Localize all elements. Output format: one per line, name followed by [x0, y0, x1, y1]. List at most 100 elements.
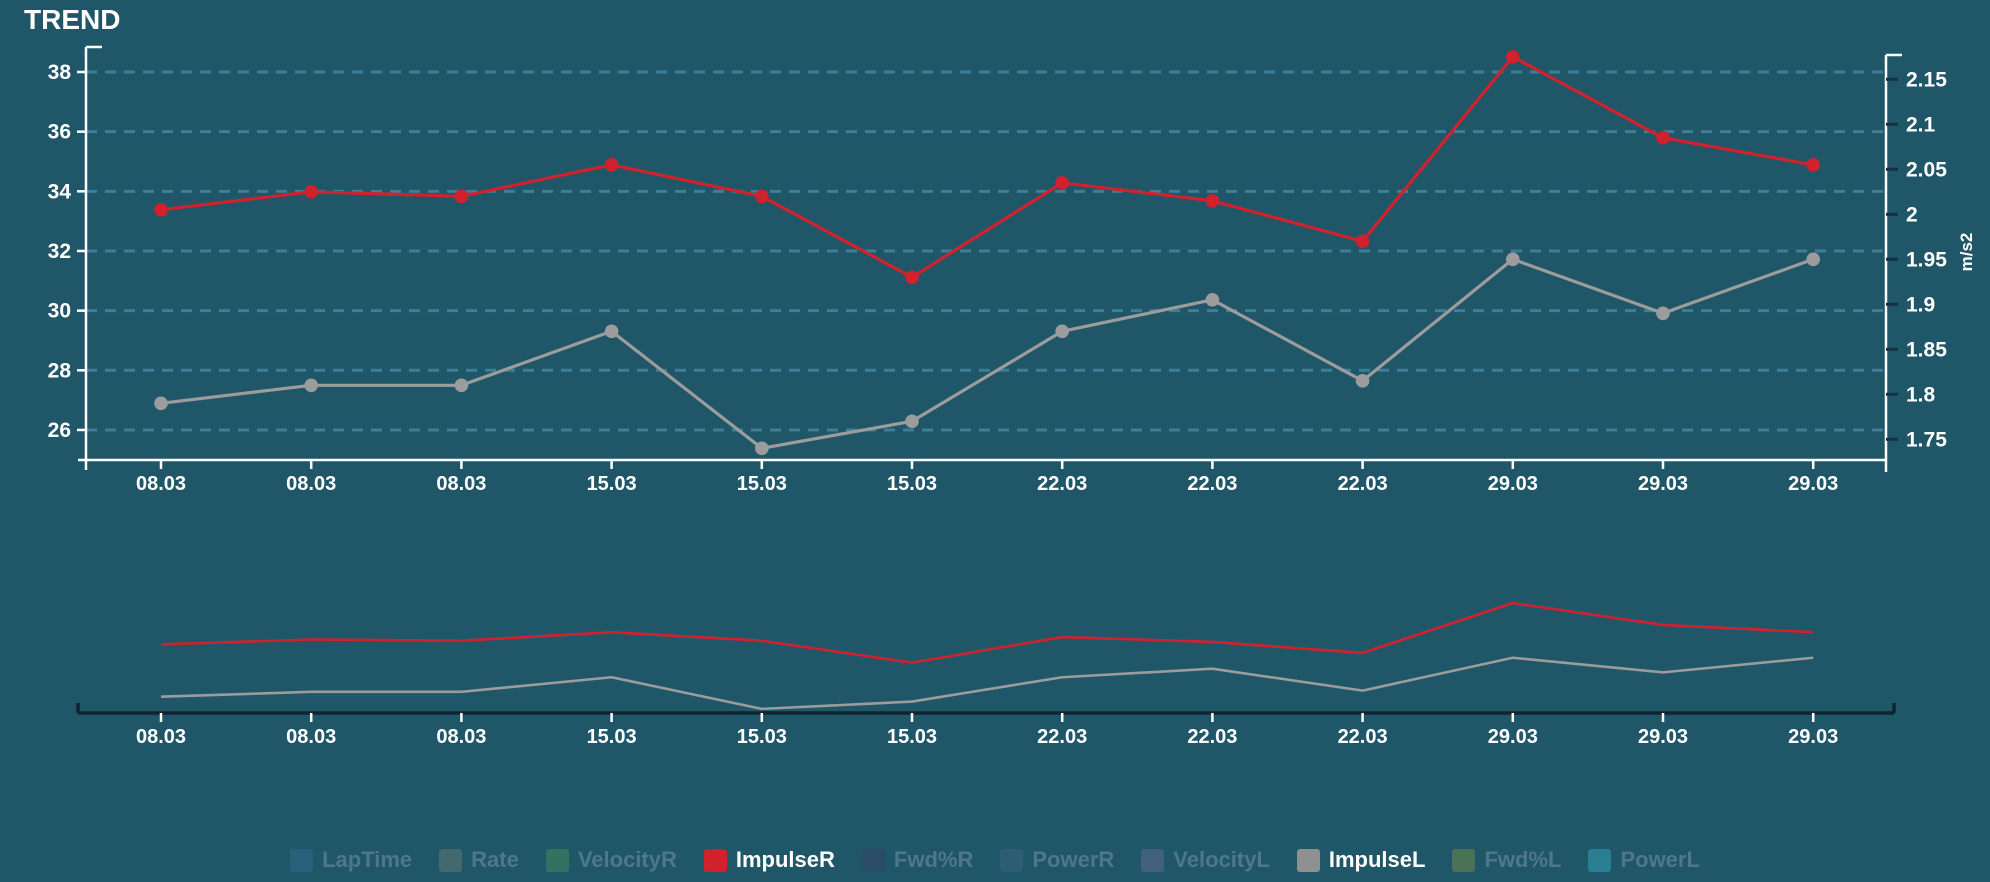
right-axis-title: m/s2 — [1957, 233, 1976, 272]
legend-swatch — [439, 848, 463, 872]
navigator-series-impulser — [160, 601, 1814, 664]
legend-item-laptime[interactable]: LapTime — [290, 847, 412, 873]
navigator-axis-label: 22.03 — [1338, 726, 1388, 748]
trend-chart[interactable]: 38 36 34 32 30 28 26 08.03 08.03 08.03 15.03 15.03 1… — [0, 0, 1990, 845]
data-point[interactable] — [1506, 50, 1520, 64]
legend-label: Rate — [471, 847, 519, 872]
x-axis-label: 29.03 — [1788, 473, 1838, 495]
right-axis-label: 2.15 — [1906, 68, 1947, 91]
legend-item-fwd-r[interactable]: Fwd%R — [861, 847, 974, 873]
legend-label: PowerR — [1032, 847, 1115, 872]
left-axis-label: 28 — [48, 359, 72, 382]
left-y-axis: 38 36 34 32 30 28 26 — [48, 45, 102, 470]
x-axis-label: 15.03 — [887, 473, 937, 495]
data-point[interactable] — [1806, 252, 1820, 267]
data-point[interactable] — [1355, 374, 1370, 388]
data-point[interactable] — [1806, 158, 1820, 172]
legend-item-rate[interactable]: Rate — [439, 847, 519, 873]
navigator-axis-label: 22.03 — [1187, 726, 1237, 748]
series-impulser[interactable] — [154, 50, 1820, 285]
data-point[interactable] — [454, 189, 469, 204]
data-point[interactable] — [755, 441, 769, 456]
legend-swatch — [1452, 848, 1476, 872]
data-point[interactable] — [905, 414, 919, 429]
legend-label: Fwd%R — [893, 847, 974, 872]
data-point[interactable] — [454, 378, 469, 393]
x-axis-label: 22.03 — [1037, 473, 1087, 495]
data-point[interactable] — [604, 158, 619, 172]
data-point[interactable] — [1656, 306, 1670, 321]
x-axis-label: 22.03 — [1338, 473, 1388, 495]
series-line — [160, 257, 1814, 450]
legend-item-impulser[interactable]: ImpulseR — [703, 847, 835, 873]
legend-swatch — [1588, 848, 1612, 872]
data-point[interactable] — [1055, 176, 1069, 190]
series-line — [160, 55, 1814, 279]
gridlines — [86, 70, 1884, 432]
legend-label: Fwd%L — [1484, 847, 1562, 872]
right-axis-label: 1.9 — [1906, 293, 1935, 316]
right-axis-label: 1.85 — [1906, 338, 1947, 361]
left-axis-label: 30 — [48, 300, 71, 323]
navigator-axis-label: 29.03 — [1488, 726, 1538, 748]
data-point[interactable] — [1355, 234, 1370, 249]
legend-item-fwd-l[interactable]: Fwd%L — [1452, 847, 1561, 873]
legend-swatch — [703, 848, 727, 872]
data-point[interactable] — [1656, 131, 1670, 145]
right-axis-label: 1.75 — [1906, 428, 1947, 451]
legend-swatch — [545, 848, 569, 872]
left-axis-label: 38 — [48, 61, 72, 84]
navigator-axis-label: 15.03 — [587, 726, 637, 748]
navigator-axis-label: 29.03 — [1788, 726, 1838, 748]
x-axis-label: 08.03 — [286, 473, 336, 495]
data-point[interactable] — [604, 324, 619, 339]
data-point[interactable] — [304, 378, 319, 393]
navigator[interactable]: 08.03 08.03 08.03 15.03 15.03 15.03 22.03 22.03… — [76, 601, 1896, 748]
navigator-axis-label: 29.03 — [1638, 726, 1688, 748]
legend-swatch — [290, 848, 314, 872]
left-axis-label: 26 — [48, 419, 71, 442]
page-title: TREND — [24, 4, 121, 35]
data-point[interactable] — [755, 189, 769, 204]
data-point[interactable] — [154, 203, 168, 217]
right-axis-label: 1.8 — [1906, 383, 1936, 406]
data-point[interactable] — [304, 185, 319, 199]
right-y-axis: 2.15 2.1 2.05 2 1.95 1.9 1.85 1.8 1.75 m/s2 — [1884, 53, 1976, 472]
left-axis-label: 36 — [48, 121, 71, 144]
right-axis-label: 2.05 — [1906, 158, 1947, 181]
series-impulsel[interactable] — [154, 252, 1820, 456]
x-axis-label: 15.03 — [587, 473, 637, 495]
right-axis-label: 1.95 — [1906, 248, 1947, 271]
data-point[interactable] — [1205, 293, 1220, 307]
x-axis-label: 22.03 — [1187, 473, 1237, 495]
navigator-axis-label: 08.03 — [436, 726, 486, 748]
x-axis-label: 29.03 — [1488, 473, 1538, 495]
navigator-axis-label: 15.03 — [887, 726, 937, 748]
data-point[interactable] — [1055, 324, 1069, 339]
x-axis-label: 08.03 — [136, 473, 186, 495]
legend-item-powerr[interactable]: PowerR — [1000, 847, 1114, 873]
legend-label: LapTime — [322, 847, 413, 872]
data-point[interactable] — [905, 270, 919, 285]
navigator-axis-label: 15.03 — [737, 726, 787, 748]
legend-item-velocityl[interactable]: VelocityL — [1141, 847, 1270, 873]
legend-item-powerl[interactable]: PowerL — [1588, 847, 1700, 873]
navigator-series-impulsel — [160, 656, 1814, 711]
legend-item-impulsel[interactable]: ImpulseL — [1296, 847, 1425, 873]
data-point[interactable] — [1205, 194, 1220, 208]
legend-label: ImpulseR — [735, 847, 835, 872]
legend-label: VelocityL — [1173, 847, 1270, 872]
legend-swatch — [1141, 848, 1165, 872]
right-axis-label: 2.1 — [1906, 113, 1936, 136]
legend-swatch — [1000, 848, 1024, 872]
navigator-axis-label: 08.03 — [136, 726, 186, 748]
x-axis: 08.03 08.03 08.03 15.03 15.03 15.03 22.03 22.03… — [78, 458, 1886, 495]
data-point[interactable] — [1506, 252, 1520, 267]
legend: LapTime Rate VelocityR ImpulseR Fwd%R PowerR V… — [0, 847, 1990, 873]
data-point[interactable] — [154, 396, 168, 411]
left-axis-label: 34 — [48, 180, 72, 203]
legend-item-velocityr[interactable]: VelocityR — [545, 847, 677, 873]
left-axis-label: 32 — [48, 240, 71, 263]
right-axis-label: 2 — [1906, 203, 1918, 226]
